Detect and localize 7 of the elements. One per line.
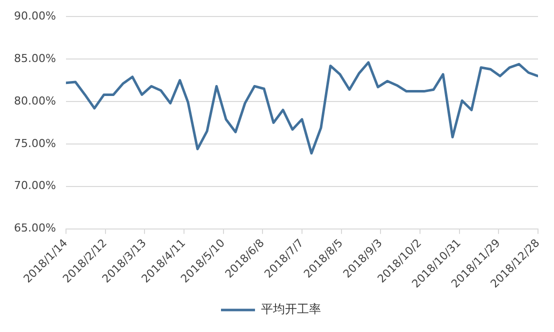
y-tick-label: 70.00% — [14, 179, 56, 192]
y-tick-label: 80.00% — [14, 94, 56, 108]
y-tick-label: 75.00% — [14, 136, 56, 150]
y-tick-label: 65.00% — [14, 222, 56, 235]
y-tick-label: 85.00% — [14, 52, 56, 65]
y-tick-label: 90.00% — [14, 9, 56, 22]
legend-label: 平均开工率 — [261, 302, 321, 316]
